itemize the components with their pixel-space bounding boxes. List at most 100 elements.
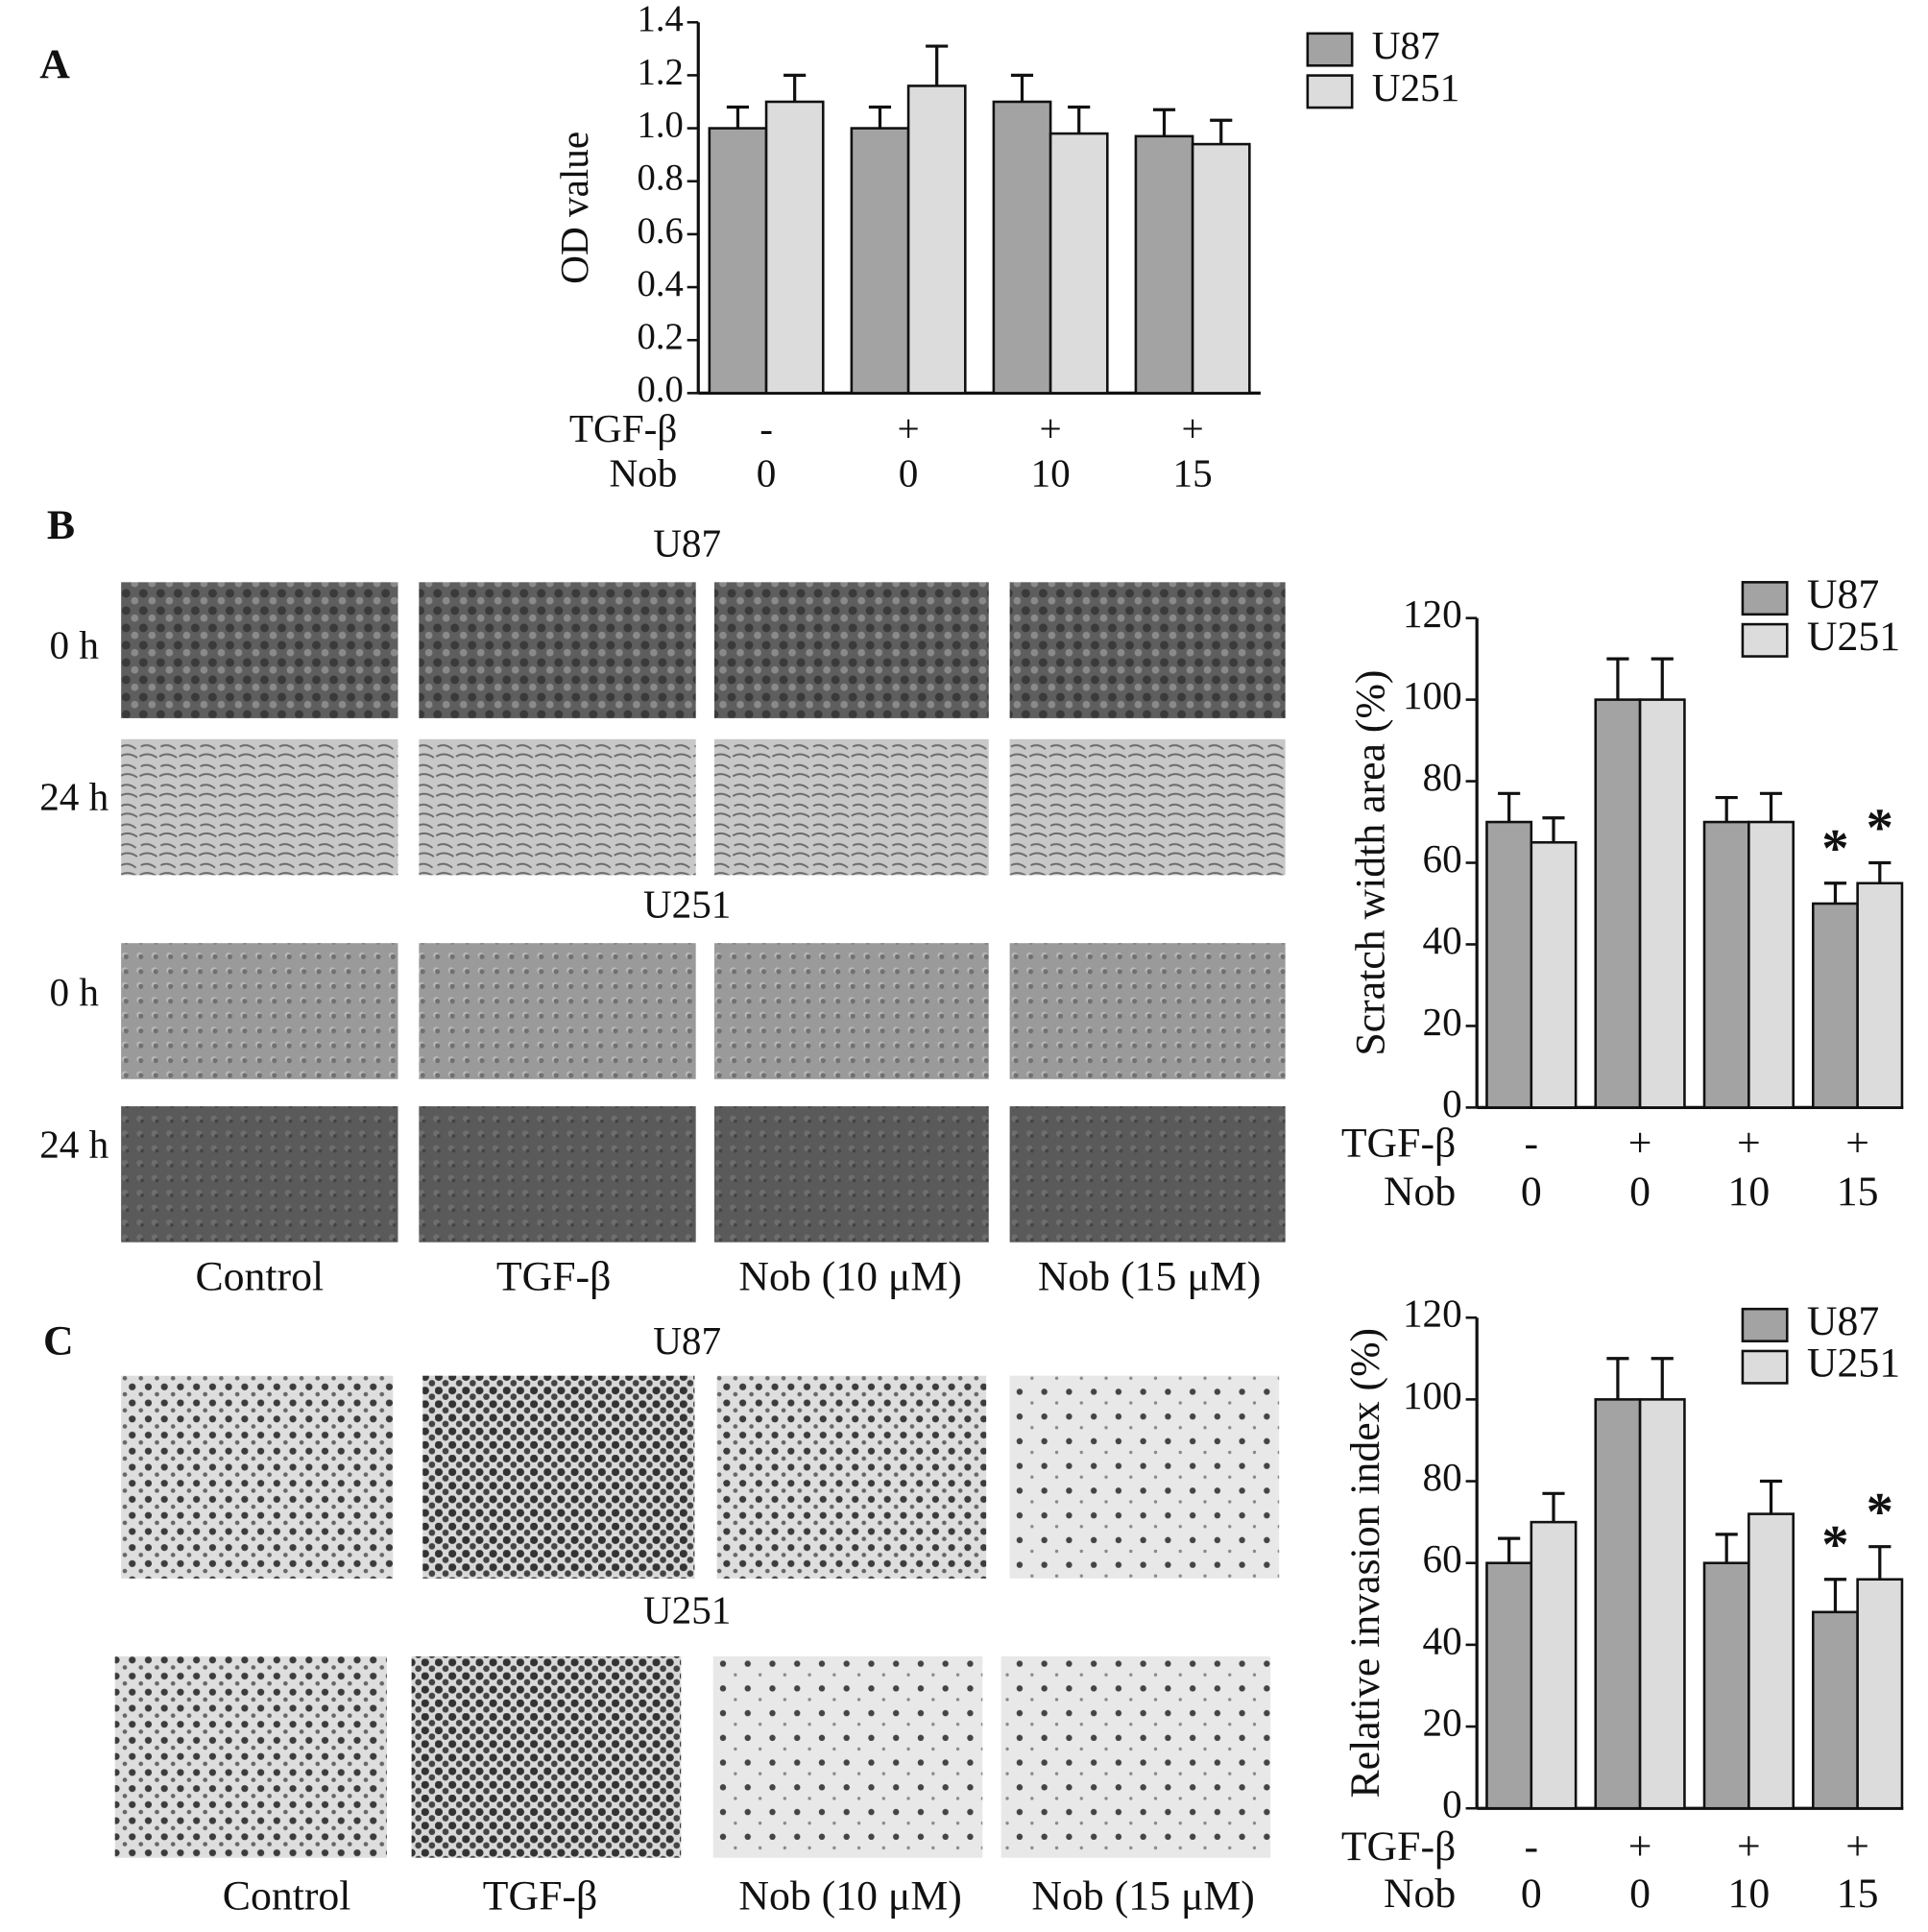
condition-label: 0 xyxy=(1521,1871,1542,1917)
section-header: U251 xyxy=(643,882,732,927)
bar xyxy=(708,127,768,395)
row-label: 24 h xyxy=(39,1122,108,1166)
y-tick-label: 120 xyxy=(1403,1292,1462,1336)
condition-label: 0 xyxy=(899,450,919,495)
section-header: U87 xyxy=(653,521,721,566)
micrograph xyxy=(1009,738,1286,876)
row-label: 24 h xyxy=(39,775,108,819)
legend-label: U87 xyxy=(1807,1298,1879,1344)
column-label: Nob (10 μM) xyxy=(738,1254,961,1300)
condition-label: 0 xyxy=(757,450,777,495)
micrograph xyxy=(419,943,696,1079)
y-tick-label: 80 xyxy=(1423,1455,1462,1499)
significance-marker: * xyxy=(1821,1515,1848,1575)
condition-label: + xyxy=(897,406,919,450)
condition-label: 15 xyxy=(1837,1169,1879,1215)
micrograph xyxy=(1009,1375,1280,1579)
bar xyxy=(1530,1520,1578,1810)
error-bar xyxy=(1152,108,1176,136)
error-bar xyxy=(1868,860,1892,883)
micrograph xyxy=(716,1375,987,1579)
condition-label: 10 xyxy=(1727,1169,1770,1215)
condition-name: Nob xyxy=(609,450,677,495)
micrograph xyxy=(419,582,696,718)
section-header: U87 xyxy=(653,1318,721,1363)
error-bar xyxy=(1068,105,1091,134)
legend-swatch xyxy=(1741,1349,1789,1385)
row-label: 0 h xyxy=(49,622,99,666)
condition-label: 0 xyxy=(1629,1169,1651,1215)
error-bar xyxy=(1542,1491,1565,1523)
error-bar xyxy=(1606,1357,1629,1400)
bar xyxy=(764,100,825,395)
column-label: TGF-β xyxy=(496,1254,611,1300)
y-tick-label: 0.6 xyxy=(638,211,684,252)
y-tick-label: 0 xyxy=(1442,1081,1462,1125)
bar xyxy=(850,127,910,395)
bar xyxy=(1594,1398,1642,1810)
legend-label: U251 xyxy=(1807,1340,1900,1387)
bar xyxy=(1702,820,1750,1109)
significance-marker: * xyxy=(1867,1483,1893,1542)
y-axis-label: Scratch width area (%) xyxy=(1347,669,1393,1055)
condition-label: - xyxy=(1525,1823,1539,1870)
y-tick-label: 100 xyxy=(1403,673,1462,717)
bar xyxy=(1485,1561,1533,1810)
y-tick-label: 120 xyxy=(1403,592,1462,636)
error-bar xyxy=(1715,795,1738,823)
condition-label: + xyxy=(1628,1823,1652,1870)
condition-label: + xyxy=(1737,1823,1761,1870)
error-bar xyxy=(1715,1533,1738,1563)
bar xyxy=(1485,820,1533,1109)
micrograph xyxy=(121,582,398,718)
error-bar xyxy=(1498,1536,1521,1563)
error-bar xyxy=(1498,791,1521,823)
condition-label: + xyxy=(1039,406,1061,450)
legend-label: U87 xyxy=(1372,23,1440,67)
legend-swatch xyxy=(1741,622,1789,658)
error-bar xyxy=(1542,816,1565,843)
row-label: 0 h xyxy=(49,970,99,1014)
condition-label: 0 xyxy=(1629,1871,1651,1917)
column-label: Control xyxy=(195,1254,324,1300)
micrograph xyxy=(712,1655,983,1858)
error-bar xyxy=(1759,1479,1783,1514)
y-tick-label: 0.8 xyxy=(638,158,684,199)
bar xyxy=(906,85,967,395)
error-bar xyxy=(1823,1578,1847,1612)
error-bar xyxy=(1010,73,1034,102)
condition-label: + xyxy=(1845,1823,1869,1870)
condition-label: + xyxy=(1845,1121,1869,1167)
legend-label: U251 xyxy=(1372,65,1460,109)
legend-label: U251 xyxy=(1807,614,1900,660)
error-bar xyxy=(1868,1545,1892,1580)
micrograph xyxy=(114,1655,387,1858)
error-bar xyxy=(1651,657,1674,700)
condition-label: + xyxy=(1182,406,1204,450)
error-bar xyxy=(1759,791,1783,823)
column-label: Nob (15 μM) xyxy=(1038,1254,1261,1300)
micrograph xyxy=(1009,582,1286,718)
condition-label: - xyxy=(759,406,773,450)
bar xyxy=(1856,1578,1904,1810)
y-tick-label: 60 xyxy=(1423,1536,1462,1581)
micrograph xyxy=(713,738,989,876)
error-bar xyxy=(1823,881,1847,904)
condition-name: TGF-β xyxy=(1341,1823,1456,1870)
condition-label: 10 xyxy=(1031,450,1071,495)
y-tick-label: 1.2 xyxy=(638,52,684,92)
condition-label: 15 xyxy=(1837,1871,1879,1917)
micrograph xyxy=(121,738,398,876)
y-tick-label: 40 xyxy=(1423,1618,1462,1662)
bar xyxy=(1812,902,1859,1109)
y-tick-label: 0.4 xyxy=(638,264,684,304)
error-bar xyxy=(868,105,892,129)
bar xyxy=(1702,1561,1750,1810)
bar xyxy=(1747,1512,1795,1810)
micrograph xyxy=(1009,943,1286,1079)
bar xyxy=(1530,840,1578,1109)
column-label: Control xyxy=(223,1873,351,1920)
y-tick-label: 1.4 xyxy=(638,0,684,39)
error-bar xyxy=(926,44,949,86)
